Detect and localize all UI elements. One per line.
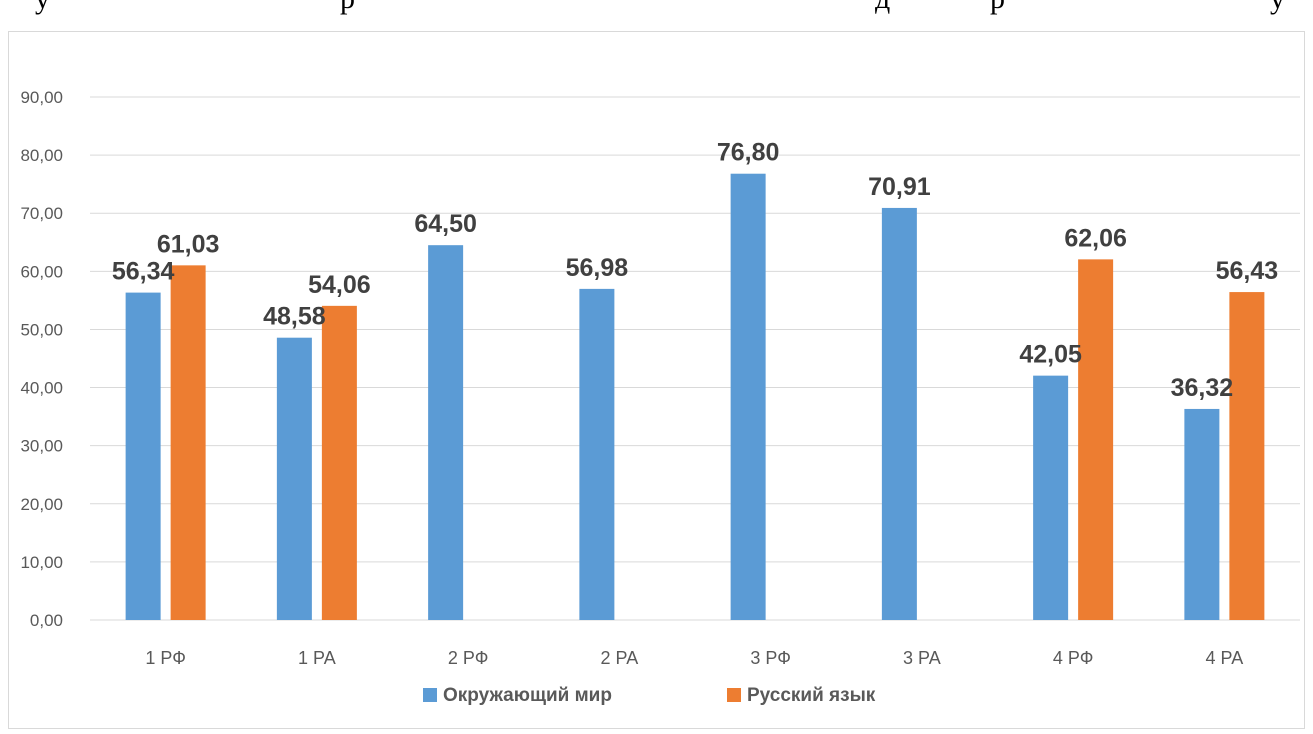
data-label: 70,91: [868, 173, 931, 201]
legend: Окружающий мир Русский язык: [423, 685, 876, 706]
y-tick-label: 20,00: [20, 495, 63, 514]
bar-okruzhayushchiy-mir: [276, 337, 312, 620]
bar-okruzhayushchiy-mir: [1184, 408, 1220, 620]
top-text-fragment: у: [35, 0, 50, 15]
bar-russkiy-yazyk: [321, 305, 357, 620]
bar-okruzhayushchiy-mir: [1033, 375, 1069, 620]
top-text-fragment: у: [1270, 0, 1285, 15]
cropped-top-text: урдру: [35, 0, 1285, 15]
x-tick-label: 2 РА: [600, 648, 638, 668]
data-label: 56,98: [566, 254, 629, 282]
bar-russkiy-yazyk: [1229, 292, 1265, 620]
data-label: 36,32: [1171, 374, 1234, 402]
y-tick-label: 50,00: [20, 320, 63, 339]
x-tick-label: 4 РА: [1205, 648, 1243, 668]
y-tick-label: 0,00: [30, 611, 63, 630]
legend-swatch: [423, 688, 437, 702]
y-axis-ticks: 0,00 10,00 20,00 30,00 40,00 50,00 60,00 70,00 8…: [20, 88, 63, 630]
bar-okruzhayushchiy-mir: [428, 245, 464, 620]
y-tick-label: 10,00: [20, 553, 63, 572]
x-tick-label: 3 РФ: [750, 648, 791, 668]
data-label: 42,05: [1019, 341, 1082, 369]
data-label: 56,43: [1216, 257, 1279, 285]
bar-okruzhayushchiy-mir: [881, 207, 917, 620]
data-label: 76,80: [717, 139, 780, 167]
x-tick-label: 1 РФ: [145, 648, 186, 668]
legend-label: Русский язык: [747, 685, 876, 706]
x-tick-label: 4 РФ: [1053, 648, 1094, 668]
y-tick-label: 70,00: [20, 204, 63, 223]
x-tick-label: 1 РА: [298, 648, 336, 668]
data-label: 62,06: [1064, 224, 1127, 252]
data-label: 61,03: [157, 230, 220, 258]
bars: [125, 173, 1265, 620]
bar-russkiy-yazyk: [170, 265, 206, 620]
data-label: 64,50: [414, 210, 477, 238]
data-label: 48,58: [263, 303, 326, 331]
legend-swatch: [727, 688, 741, 702]
data-label: 56,34: [112, 258, 175, 286]
bar-okruzhayushchiy-mir: [730, 173, 766, 620]
y-tick-label: 90,00: [20, 88, 63, 107]
y-tick-label: 60,00: [20, 262, 63, 281]
y-tick-label: 40,00: [20, 379, 63, 398]
top-text-fragment: р: [990, 0, 1005, 15]
legend-label: Окружающий мир: [443, 685, 612, 706]
x-axis-ticks: 1 РФ 1 РА 2 РФ 2 РА 3 РФ 3 РА 4 РФ 4 РА: [145, 648, 1243, 668]
bar-okruzhayushchiy-mir: [125, 292, 161, 620]
top-text-fragment: д: [875, 0, 890, 15]
bar-russkiy-yazyk: [1078, 259, 1114, 620]
x-tick-label: 3 РА: [903, 648, 941, 668]
x-tick-label: 2 РФ: [448, 648, 489, 668]
y-tick-label: 80,00: [20, 146, 63, 165]
bar-okruzhayushchiy-mir: [579, 288, 615, 620]
data-label: 54,06: [308, 271, 371, 299]
top-text-fragment: р: [340, 0, 355, 15]
y-tick-label: 30,00: [20, 437, 63, 456]
